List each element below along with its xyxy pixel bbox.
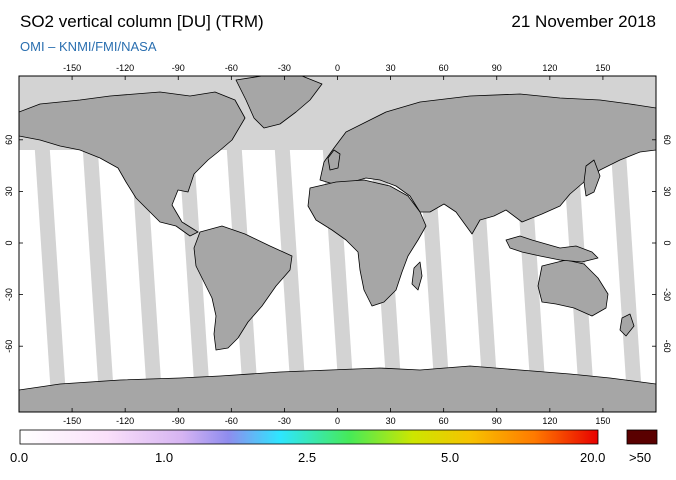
lon-tick-label-top: -90	[172, 63, 185, 73]
japan	[583, 159, 601, 197]
lon-tick-label-bottom: 60	[439, 416, 449, 426]
colorbar-label-3: 5.0	[441, 450, 460, 465]
greenland	[235, 76, 323, 129]
colorbar-overflow-swatch	[626, 429, 658, 445]
lon-tick-label-top: 30	[386, 63, 396, 73]
uk	[327, 149, 341, 171]
lat-tick-label-right: 60	[662, 135, 672, 145]
lat-tick-label-right: 0	[662, 240, 672, 245]
lon-tick-label-top: -60	[225, 63, 238, 73]
lon-tick-label-bottom: 150	[595, 416, 610, 426]
colorbar-overflow-label: >50	[629, 450, 652, 465]
colorbar-label-2: 2.5	[298, 450, 317, 465]
lon-tick-label-top: 120	[542, 63, 557, 73]
colorbar-label-1: 1.0	[155, 450, 174, 465]
continents	[19, 76, 656, 412]
north-america	[19, 91, 246, 237]
africa	[307, 179, 427, 307]
lon-tick-label-bottom: 30	[386, 416, 396, 426]
lon-tick-label-top: 60	[439, 63, 449, 73]
lon-tick-label-bottom: -90	[172, 416, 185, 426]
lon-tick-label-bottom: -150	[63, 416, 81, 426]
lon-tick-label-bottom: 120	[542, 416, 557, 426]
lon-tick-label-top: -150	[63, 63, 81, 73]
colorbar	[19, 429, 599, 445]
lat-tick-label-left: 0	[4, 240, 14, 245]
orbit-gap-swath	[270, 76, 307, 412]
lon-tick-label-top: 90	[492, 63, 502, 73]
lon-tick-label-top: -120	[116, 63, 134, 73]
lat-tick-label-right: -60	[662, 340, 672, 353]
colorbar-label-0: 0.0	[10, 450, 29, 465]
lat-tick-label-left: 30	[4, 186, 14, 196]
south-america	[193, 225, 293, 351]
map-title: SO2 vertical column [DU] (TRM)	[20, 12, 264, 31]
lon-tick-label-top: 150	[595, 63, 610, 73]
australia	[537, 259, 609, 317]
lon-tick-label-bottom: -30	[278, 416, 291, 426]
antarctica	[19, 365, 656, 412]
lat-tick-label-left: -60	[4, 340, 14, 353]
lon-tick-label-bottom: -120	[116, 416, 134, 426]
madagascar	[411, 261, 423, 291]
colorbar-label-4: 20.0	[580, 450, 606, 465]
lon-tick-label-top: -30	[278, 63, 291, 73]
graticule-ticks	[19, 76, 656, 412]
orbit-gap-swath	[78, 76, 115, 412]
indonesia	[505, 235, 599, 263]
map-date: 21 November 2018	[511, 12, 656, 31]
lat-tick-label-left: 60	[4, 135, 14, 145]
eurasia	[319, 93, 656, 235]
lat-tick-label-right: 30	[662, 186, 672, 196]
lat-tick-label-left: -30	[4, 288, 14, 301]
new-zealand	[619, 313, 635, 337]
lat-tick-label-right: -30	[662, 288, 672, 301]
lon-tick-label-bottom: 0	[335, 416, 340, 426]
lon-tick-label-top: 0	[335, 63, 340, 73]
map-source: OMI – KNMI/FMI/NASA	[20, 39, 157, 54]
orbit-gap-swath	[30, 76, 67, 412]
lon-tick-label-bottom: -60	[225, 416, 238, 426]
lon-tick-label-bottom: 90	[492, 416, 502, 426]
